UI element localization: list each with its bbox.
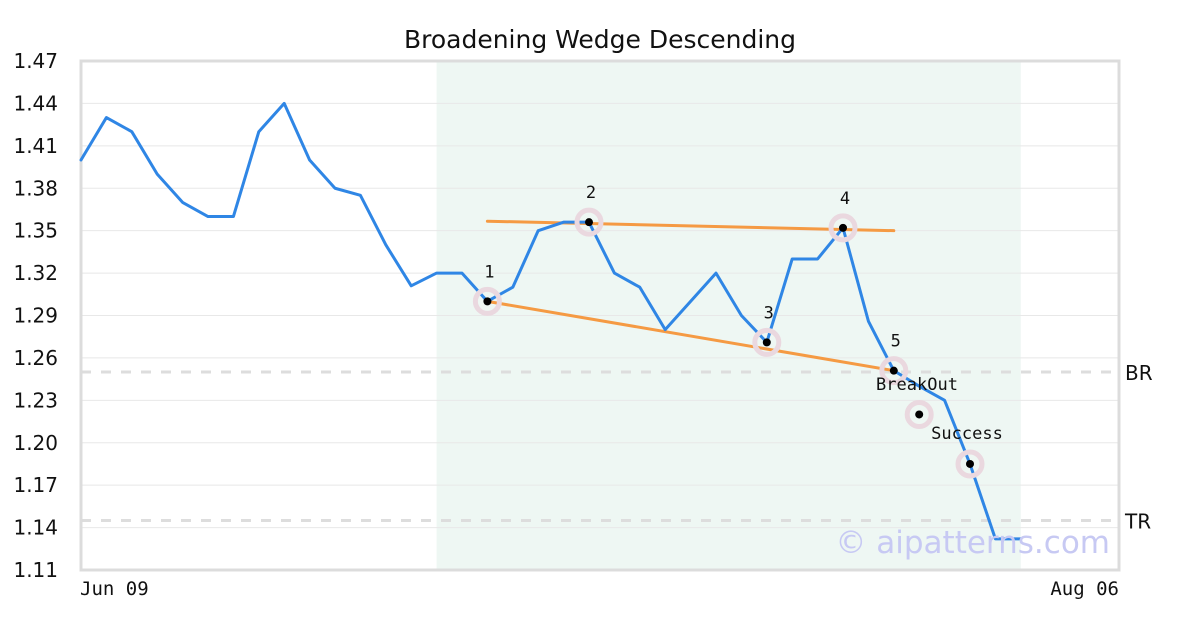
pattern-point-label-3: 3	[764, 303, 774, 323]
y-tick-label: 1.32	[13, 261, 58, 285]
pattern-point-label-4: 4	[840, 189, 850, 209]
pattern-point-2-dot	[585, 218, 593, 227]
y-tick-label: 1.26	[13, 346, 58, 370]
level-label-br: BR	[1125, 361, 1153, 385]
pattern-point-4-halo	[828, 213, 858, 243]
event-success-dot	[966, 459, 974, 468]
y-tick-label: 1.11	[13, 558, 58, 582]
level-label-tr: TR	[1124, 510, 1151, 534]
pattern-point-label-5: 5	[891, 332, 901, 352]
y-tick-label: 1.35	[13, 219, 58, 243]
y-tick-label: 1.23	[13, 388, 58, 412]
event-success-halo	[955, 449, 985, 479]
pattern-point-3-dot	[762, 338, 771, 347]
y-tick-label: 1.14	[13, 516, 58, 540]
lower-trendline	[485, 299, 896, 373]
success-annotation: Success	[931, 424, 1003, 444]
y-tick-label: 1.41	[13, 134, 58, 158]
price-line	[79, 101, 1023, 541]
pattern-point-1-dot	[483, 297, 492, 306]
y-tick-label: 1.47	[13, 49, 58, 73]
y-tick-label: 1.38	[13, 176, 58, 200]
chart-title: Broadening Wedge Descending	[404, 25, 796, 54]
pattern-point-1-halo	[472, 286, 502, 316]
watermark: © aipatterns.com	[835, 525, 1110, 561]
x-tick-label-end: Aug 06	[1050, 578, 1119, 600]
plot-frame	[79, 59, 1121, 572]
event-breakout-halo	[904, 399, 934, 429]
y-tick-label: 1.44	[13, 91, 58, 115]
pattern-point-5-halo	[879, 356, 909, 386]
pattern-point-2-halo	[574, 207, 604, 237]
y-tick-label: 1.29	[13, 304, 58, 328]
x-tick-label-start: Jun 09	[80, 578, 149, 600]
upper-trendline	[485, 219, 896, 233]
pattern-point-3-halo	[752, 327, 782, 357]
pattern-point-5-dot	[889, 366, 898, 375]
pattern-point-label-2: 2	[586, 183, 596, 203]
breakout-annotation: BreakOut	[876, 375, 958, 395]
pattern-point-label-1: 1	[484, 262, 494, 282]
y-tick-label: 1.17	[13, 473, 58, 497]
event-breakout-dot	[915, 410, 924, 419]
plot-layer: 1.47 1.44 1.41 1.38 1.35 1.32 1.29 1.26 1.23 1.20…	[13, 49, 1152, 600]
y-tick-label: 1.20	[13, 431, 58, 455]
pattern-point-4-dot	[839, 223, 847, 232]
